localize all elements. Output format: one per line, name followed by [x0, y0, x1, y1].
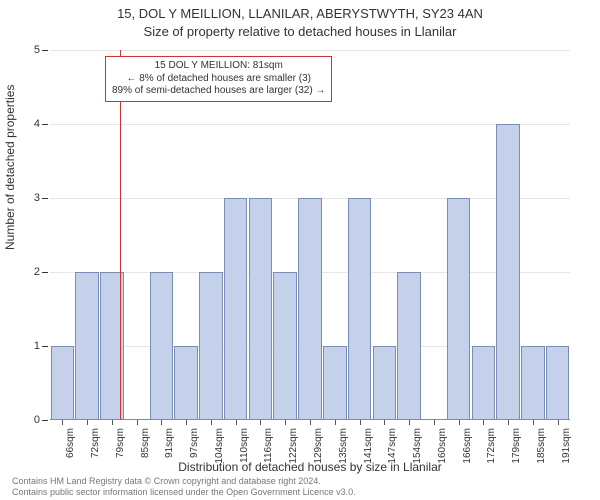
y-tick-label: 5	[34, 44, 40, 56]
annotation-box: 15 DOL Y MEILLION: 81sqm← 8% of detached…	[105, 56, 332, 102]
x-tick-label: 141sqm	[363, 428, 374, 464]
annotation-line: 15 DOL Y MEILLION: 81sqm	[112, 60, 325, 73]
x-tick	[285, 420, 286, 425]
attribution-footer: Contains HM Land Registry data © Crown c…	[12, 476, 356, 498]
y-tick	[42, 124, 48, 125]
x-tick	[384, 420, 385, 425]
histogram-bar	[496, 124, 520, 420]
x-tick-label: 85sqm	[140, 428, 151, 458]
x-tick	[87, 420, 88, 425]
y-tick	[42, 272, 48, 273]
histogram-bar	[75, 272, 99, 420]
histogram-bar	[273, 272, 297, 420]
x-tick	[161, 420, 162, 425]
y-tick-label: 2	[34, 266, 40, 278]
x-tick-label: 191sqm	[561, 428, 572, 464]
y-tick	[42, 346, 48, 347]
x-tick	[137, 420, 138, 425]
y-tick-label: 4	[34, 118, 40, 130]
y-tick	[42, 420, 48, 421]
x-tick	[62, 420, 63, 425]
annotation-line: ← 8% of detached houses are smaller (3)	[112, 73, 325, 86]
x-tick	[360, 420, 361, 425]
histogram-bar	[150, 272, 174, 420]
histogram-bar	[447, 198, 471, 420]
x-tick-label: 160sqm	[437, 428, 448, 464]
x-tick	[260, 420, 261, 425]
x-tick-label: 135sqm	[338, 428, 349, 464]
annotation-line: 89% of semi-detached houses are larger (…	[112, 85, 325, 98]
histogram-plot: 01234566sqm72sqm79sqm85sqm91sqm97sqm104s…	[50, 50, 570, 420]
x-tick-label: 104sqm	[214, 428, 225, 464]
x-tick	[434, 420, 435, 425]
x-tick	[310, 420, 311, 425]
histogram-bar	[249, 198, 273, 420]
histogram-bar	[298, 198, 322, 420]
x-tick-label: 166sqm	[462, 428, 473, 464]
x-tick	[508, 420, 509, 425]
footer-line: Contains public sector information licen…	[12, 487, 356, 498]
y-tick	[42, 50, 48, 51]
y-tick-label: 0	[34, 414, 40, 426]
page-subtitle: Size of property relative to detached ho…	[0, 22, 600, 40]
histogram-bar	[348, 198, 372, 420]
x-tick	[483, 420, 484, 425]
x-tick-label: 154sqm	[412, 428, 423, 464]
x-tick	[533, 420, 534, 425]
x-tick-label: 91sqm	[164, 428, 175, 458]
x-tick-label: 122sqm	[288, 428, 299, 464]
y-axis-label: Number of detached properties	[3, 85, 17, 250]
histogram-bar	[546, 346, 570, 420]
page-title: 15, DOL Y MEILLION, LLANILAR, ABERYSTWYT…	[0, 0, 600, 22]
histogram-bar	[51, 346, 75, 420]
x-tick	[409, 420, 410, 425]
histogram-bar	[472, 346, 496, 420]
x-tick-label: 129sqm	[313, 428, 324, 464]
indicator-line	[120, 50, 121, 420]
histogram-bar	[199, 272, 223, 420]
histogram-bar	[373, 346, 397, 420]
x-axis-label: Distribution of detached houses by size …	[50, 460, 570, 474]
footer-line: Contains HM Land Registry data © Crown c…	[12, 476, 356, 487]
histogram-bar	[174, 346, 198, 420]
histogram-bar	[521, 346, 545, 420]
x-tick	[186, 420, 187, 425]
x-tick-label: 147sqm	[387, 428, 398, 464]
x-tick-label: 172sqm	[486, 428, 497, 464]
x-tick	[211, 420, 212, 425]
x-tick-label: 179sqm	[511, 428, 522, 464]
x-tick-label: 66sqm	[65, 428, 76, 458]
x-tick-label: 72sqm	[90, 428, 101, 458]
x-tick-label: 79sqm	[115, 428, 126, 458]
x-tick-label: 116sqm	[263, 428, 274, 463]
x-tick	[236, 420, 237, 425]
y-tick	[42, 198, 48, 199]
x-tick	[558, 420, 559, 425]
x-tick	[335, 420, 336, 425]
x-tick	[459, 420, 460, 425]
histogram-bar	[323, 346, 347, 420]
x-tick-label: 185sqm	[536, 428, 547, 464]
gridline	[50, 50, 570, 51]
x-tick-label: 97sqm	[189, 428, 200, 458]
x-tick	[112, 420, 113, 425]
histogram-bar	[397, 272, 421, 420]
gridline	[50, 124, 570, 125]
x-tick-label: 110sqm	[239, 428, 250, 463]
y-tick-label: 1	[34, 340, 40, 352]
y-tick-label: 3	[34, 192, 40, 204]
histogram-bar	[224, 198, 248, 420]
